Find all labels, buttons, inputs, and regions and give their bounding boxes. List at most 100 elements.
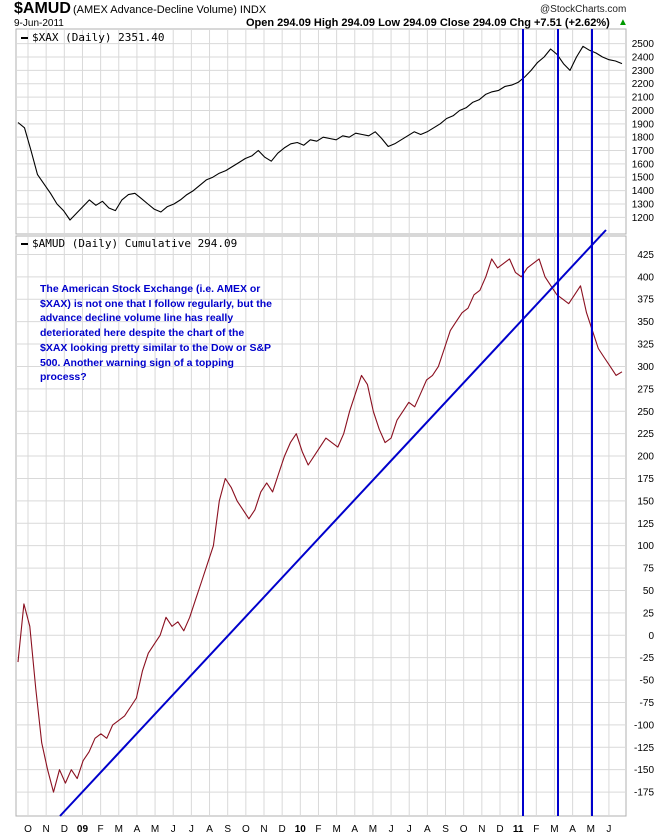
- x-tick-label: F: [315, 824, 321, 835]
- y-tick-label: 1700: [632, 146, 655, 157]
- top-panel-grid: [16, 29, 626, 234]
- x-tick-label: O: [460, 824, 468, 835]
- y-tick-label: 50: [643, 586, 655, 597]
- y-tick-label: 425: [637, 250, 654, 261]
- annotation-line: process?: [40, 371, 87, 384]
- annotation-line: The American Stock Exchange (i.e. AMEX o…: [40, 283, 261, 295]
- x-tick-label: 10: [295, 824, 307, 835]
- y-tick-label: -100: [634, 720, 654, 731]
- x-tick-label: N: [43, 824, 50, 835]
- x-tick-label: M: [369, 824, 377, 835]
- top-panel-frame: [15, 28, 627, 235]
- y-tick-label: 350: [637, 317, 654, 328]
- x-axis-month-labels: O N D 09 F M A M J J A S O N D 10 F M A M J J A S O N D 11 F M A M J: [24, 824, 611, 835]
- x-tick-label: 11: [513, 824, 524, 835]
- x-tick-label: D: [61, 824, 68, 835]
- x-tick-label: M: [332, 824, 340, 835]
- y-tick-label: 2400: [632, 53, 655, 64]
- y-tick-label: -25: [640, 653, 655, 664]
- y-tick-label: 200: [637, 452, 654, 463]
- y-tick-label: 75: [643, 564, 655, 575]
- y-tick-label: 225: [637, 429, 654, 440]
- x-tick-label: M: [587, 824, 595, 835]
- y-tick-label: 2100: [632, 93, 655, 104]
- y-tick-label: -150: [634, 765, 654, 776]
- y-tick-label: 1600: [632, 159, 655, 170]
- trend-line: [59, 229, 607, 817]
- annotation-line: $XAX) is not one that I follow regularly…: [40, 297, 272, 310]
- annotation-line: 500. Another warning sign of a topping: [40, 356, 234, 369]
- x-tick-label: F: [98, 824, 104, 835]
- x-tick-label: S: [224, 824, 231, 835]
- chart-series: [17, 45, 623, 793]
- y-tick-label: 325: [637, 340, 654, 351]
- y-tick-label: 250: [637, 407, 654, 418]
- annotation-line: $XAX looking pretty similar to the Dow o…: [40, 341, 272, 354]
- y-tick-label: 100: [637, 541, 654, 552]
- chart-overlays: [21, 29, 607, 817]
- y-tick-label: 1800: [632, 133, 655, 144]
- x-tick-label: F: [533, 824, 539, 835]
- annotation-line: advance decline volume line has really: [40, 312, 234, 325]
- y-tick-label: 2000: [632, 106, 655, 117]
- y-tick-label: 400: [637, 272, 654, 283]
- y-tick-label: 2300: [632, 66, 655, 77]
- y-tick-label: 175: [637, 474, 654, 485]
- y-tick-label: -125: [634, 743, 654, 754]
- y-tick-label: -50: [640, 676, 655, 687]
- bottom-panel-frame: [15, 235, 627, 817]
- y-tick-label: 2500: [632, 39, 655, 50]
- y-tick-label: 300: [637, 362, 654, 373]
- y-tick-label: -175: [634, 788, 654, 799]
- y-tick-label: 1500: [632, 173, 655, 184]
- x-tick-label: S: [442, 824, 449, 835]
- y-tick-label: 0: [648, 631, 654, 642]
- y-tick-label: 1300: [632, 199, 655, 210]
- top-panel-legend: $XAX (Daily) 2351.40: [32, 31, 165, 44]
- bottom-panel-y-ticks: -175 -150 -125 -100 -75 -50 -25 0 25 50 75 100 125 15…: [634, 250, 654, 799]
- x-tick-label: M: [151, 824, 159, 835]
- x-tick-label: J: [389, 824, 394, 835]
- x-tick-label: A: [569, 824, 576, 835]
- y-tick-label: 275: [637, 384, 654, 395]
- x-tick-label: O: [24, 824, 32, 835]
- y-tick-label: -75: [640, 698, 655, 709]
- bottom-panel-grid: [16, 236, 626, 816]
- annotation-line: deteriorated here despite the chart of t…: [40, 327, 245, 340]
- x-tick-label: D: [496, 824, 503, 835]
- x-tick-label: J: [606, 824, 611, 835]
- y-tick-label: 2200: [632, 79, 655, 90]
- annotation-text: The American Stock Exchange (i.e. AMEX o…: [40, 282, 302, 385]
- x-tick-label: J: [407, 824, 412, 835]
- x-tick-label: M: [115, 824, 123, 835]
- x-tick-label: A: [134, 824, 141, 835]
- quote-summary: Open 294.09 High 294.09 Low 294.09 Close…: [246, 17, 610, 29]
- x-tick-label: 09: [77, 824, 89, 835]
- x-tick-label: A: [351, 824, 358, 835]
- top-panel-y-ticks: 1200 1300 1400 1500 1600 1700 1800 1900 2000 2100…: [632, 39, 655, 224]
- x-tick-label: M: [550, 824, 558, 835]
- xax-price-line: [17, 45, 623, 221]
- x-tick-label: A: [206, 824, 213, 835]
- x-tick-label: O: [242, 824, 250, 835]
- chart-description: (AMEX Advance-Decline Volume) INDX: [73, 4, 267, 16]
- y-tick-label: 1900: [632, 119, 655, 130]
- chart-symbol: $AMUD: [14, 0, 71, 17]
- chart-date: 9-Jun-2011: [14, 18, 64, 29]
- amud-cumulative-line: [17, 258, 623, 793]
- x-tick-label: J: [171, 824, 176, 835]
- bottom-panel-legend: $AMUD (Daily) Cumulative 294.09: [32, 237, 238, 250]
- y-tick-label: 1200: [632, 213, 655, 224]
- x-tick-label: N: [260, 824, 267, 835]
- y-tick-label: 125: [637, 519, 654, 530]
- y-tick-label: 25: [643, 608, 655, 619]
- x-tick-label: A: [424, 824, 431, 835]
- x-tick-label: N: [478, 824, 485, 835]
- stockcharts-logo[interactable]: @StockCharts.com: [540, 4, 627, 15]
- x-tick-label: D: [279, 824, 286, 835]
- y-tick-label: 1400: [632, 186, 655, 197]
- up-arrow-icon: ▲: [618, 17, 628, 28]
- x-tick-label: J: [189, 824, 194, 835]
- y-tick-label: 150: [637, 496, 654, 507]
